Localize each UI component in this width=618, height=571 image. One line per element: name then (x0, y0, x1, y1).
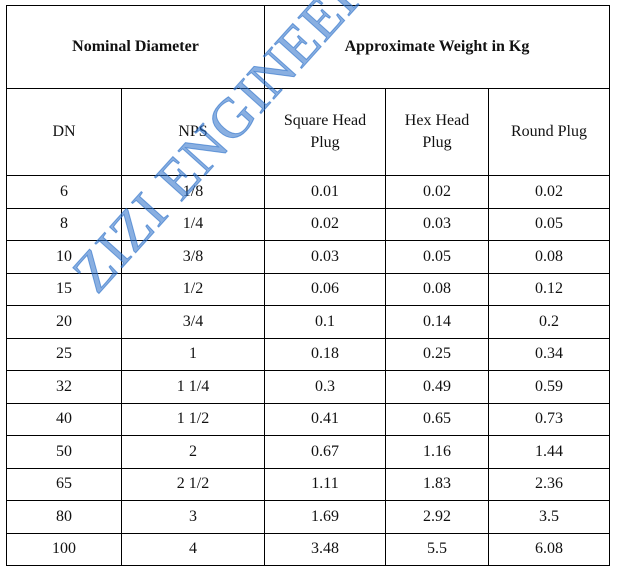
cell-nps: 1 (121, 337, 265, 371)
cell-dn: 100 (6, 532, 122, 566)
column-header-nps: NPS (121, 88, 265, 176)
cell-nps: 1/2 (121, 272, 265, 306)
table-row: 20 3/4 0.1 0.14 0.2 (6, 305, 610, 339)
cell-square: 3.48 (264, 532, 386, 566)
cell-hex: 5.5 (385, 532, 489, 566)
column-header-dn: DN (6, 88, 122, 176)
cell-square: 0.03 (264, 240, 386, 274)
table-row: 25 1 0.18 0.25 0.34 (6, 337, 610, 371)
cell-hex: 1.16 (385, 435, 489, 469)
cell-nps: 4 (121, 532, 265, 566)
cell-round: 0.59 (488, 370, 610, 404)
table-row: 80 3 1.69 2.92 3.5 (6, 500, 610, 534)
cell-hex: 0.03 (385, 207, 489, 241)
cell-dn: 6 (6, 175, 122, 209)
cell-round: 6.08 (488, 532, 610, 566)
cell-hex: 0.25 (385, 337, 489, 371)
column-header-square-head-plug-label: Square Head Plug (283, 112, 367, 151)
cell-dn: 10 (6, 240, 122, 274)
cell-round: 0.02 (488, 175, 610, 209)
cell-nps: 1/4 (121, 207, 265, 241)
cell-hex: 0.65 (385, 402, 489, 436)
header-nominal-diameter: Nominal Diameter (6, 5, 265, 89)
table-row: 65 2 1/2 1.11 1.83 2.36 (6, 467, 610, 501)
cell-dn: 65 (6, 467, 122, 501)
cell-dn: 80 (6, 500, 122, 534)
cell-nps: 1 1/4 (121, 370, 265, 404)
cell-square: 0.3 (264, 370, 386, 404)
plug-weight-table: Nominal Diameter Approximate Weight in K… (6, 5, 610, 566)
cell-round: 0.08 (488, 240, 610, 274)
table-row: 15 1/2 0.06 0.08 0.12 (6, 272, 610, 306)
cell-round: 2.36 (488, 467, 610, 501)
cell-square: 1.69 (264, 500, 386, 534)
cell-square: 0.01 (264, 175, 386, 209)
cell-round: 1.44 (488, 435, 610, 469)
cell-dn: 40 (6, 402, 122, 436)
table-row: 100 4 3.48 5.5 6.08 (6, 532, 610, 566)
cell-hex: 0.05 (385, 240, 489, 274)
cell-round: 0.2 (488, 305, 610, 339)
cell-square: 0.02 (264, 207, 386, 241)
table-row: 8 1/4 0.02 0.03 0.05 (6, 207, 610, 241)
cell-nps: 3 (121, 500, 265, 534)
cell-square: 0.18 (264, 337, 386, 371)
cell-hex: 2.92 (385, 500, 489, 534)
cell-nps: 3/4 (121, 305, 265, 339)
cell-hex: 1.83 (385, 467, 489, 501)
cell-square: 0.06 (264, 272, 386, 306)
column-header-hex-head-plug-label: Hex Head Plug (404, 112, 470, 151)
cell-dn: 15 (6, 272, 122, 306)
cell-hex: 0.02 (385, 175, 489, 209)
cell-nps: 2 (121, 435, 265, 469)
table-wrapper: Nominal Diameter Approximate Weight in K… (6, 5, 610, 566)
cell-square: 0.1 (264, 305, 386, 339)
cell-round: 0.12 (488, 272, 610, 306)
cell-round: 3.5 (488, 500, 610, 534)
column-header-square-head-plug: Square Head Plug (264, 88, 386, 176)
cell-dn: 50 (6, 435, 122, 469)
cell-hex: 0.14 (385, 305, 489, 339)
cell-round: 0.34 (488, 337, 610, 371)
table-row: 40 1 1/2 0.41 0.65 0.73 (6, 402, 610, 436)
header-approximate-weight: Approximate Weight in Kg (264, 5, 610, 89)
table-row: 50 2 0.67 1.16 1.44 (6, 435, 610, 469)
cell-square: 0.67 (264, 435, 386, 469)
cell-nps: 1 1/2 (121, 402, 265, 436)
cell-hex: 0.08 (385, 272, 489, 306)
cell-square: 0.41 (264, 402, 386, 436)
cell-hex: 0.49 (385, 370, 489, 404)
table-row: 6 1/8 0.01 0.02 0.02 (6, 175, 610, 209)
cell-round: 0.73 (488, 402, 610, 436)
cell-dn: 25 (6, 337, 122, 371)
cell-square: 1.11 (264, 467, 386, 501)
table-row: 10 3/8 0.03 0.05 0.08 (6, 240, 610, 274)
cell-nps: 2 1/2 (121, 467, 265, 501)
column-header-hex-head-plug: Hex Head Plug (385, 88, 489, 176)
table-row: 32 1 1/4 0.3 0.49 0.59 (6, 370, 610, 404)
cell-dn: 32 (6, 370, 122, 404)
column-header-round-plug: Round Plug (488, 88, 610, 176)
cell-nps: 3/8 (121, 240, 265, 274)
cell-round: 0.05 (488, 207, 610, 241)
cell-dn: 20 (6, 305, 122, 339)
cell-nps: 1/8 (121, 175, 265, 209)
cell-dn: 8 (6, 207, 122, 241)
